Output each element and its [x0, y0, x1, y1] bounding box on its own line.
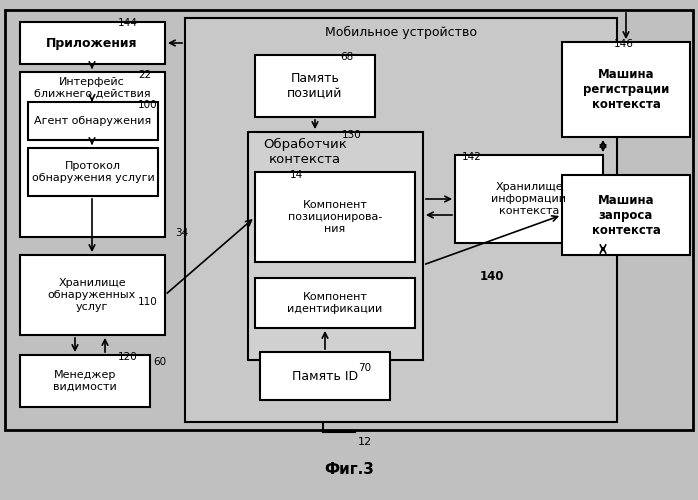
Bar — [562, 175, 690, 255]
Text: Память
позиций: Память позиций — [288, 72, 343, 100]
Text: 142: 142 — [462, 152, 482, 162]
Bar — [185, 18, 617, 422]
Text: 12: 12 — [358, 437, 372, 447]
Text: 70: 70 — [358, 363, 371, 373]
Text: Протокол
обнаружения услуги: Протокол обнаружения услуги — [31, 161, 154, 183]
Text: 22: 22 — [138, 70, 151, 80]
Text: Приложения: Приложения — [46, 36, 138, 50]
Text: Хранилище
обнаруженных
услуг: Хранилище обнаруженных услуг — [48, 278, 136, 312]
Text: 68: 68 — [340, 52, 353, 62]
Bar — [20, 255, 165, 335]
Bar — [28, 148, 158, 196]
Text: 146: 146 — [614, 39, 634, 49]
Bar — [255, 55, 375, 117]
Text: Машина
запроса
контекста: Машина запроса контекста — [592, 194, 660, 236]
Text: Память ID: Память ID — [292, 370, 358, 382]
Bar — [255, 278, 415, 328]
Bar — [28, 102, 158, 140]
Bar — [20, 355, 150, 407]
Bar — [5, 10, 693, 430]
Bar — [20, 72, 165, 237]
Text: Менеджер
видимости: Менеджер видимости — [53, 370, 117, 392]
Bar — [260, 352, 390, 400]
Bar — [255, 172, 415, 262]
Text: Мобильное устройство: Мобильное устройство — [325, 26, 477, 38]
Text: Хранилище
информации
контекста: Хранилище информации контекста — [491, 182, 567, 216]
Text: 100: 100 — [138, 100, 158, 110]
Text: Интерфейс
ближнего действия: Интерфейс ближнего действия — [34, 77, 150, 99]
Bar — [20, 22, 165, 64]
Text: Фиг.3: Фиг.3 — [324, 462, 374, 477]
Text: 140: 140 — [480, 270, 505, 283]
Text: Компонент
идентификации: Компонент идентификации — [288, 292, 383, 314]
Bar — [455, 155, 603, 243]
Text: 144: 144 — [118, 18, 138, 28]
Text: Машина
регистрации
контекста: Машина регистрации контекста — [583, 68, 669, 110]
Text: 110: 110 — [138, 297, 158, 307]
Text: 120: 120 — [118, 352, 138, 362]
Text: 14: 14 — [290, 170, 303, 180]
Text: Агент обнаружения: Агент обнаружения — [34, 116, 151, 126]
Bar — [248, 132, 423, 360]
Text: 34: 34 — [175, 228, 188, 238]
Text: 130: 130 — [342, 130, 362, 140]
Text: Компонент
позиционирова-
ния: Компонент позиционирова- ния — [288, 200, 383, 234]
Bar — [562, 42, 690, 137]
Text: Обработчик
контекста: Обработчик контекста — [263, 138, 347, 166]
Text: 60: 60 — [153, 357, 166, 367]
